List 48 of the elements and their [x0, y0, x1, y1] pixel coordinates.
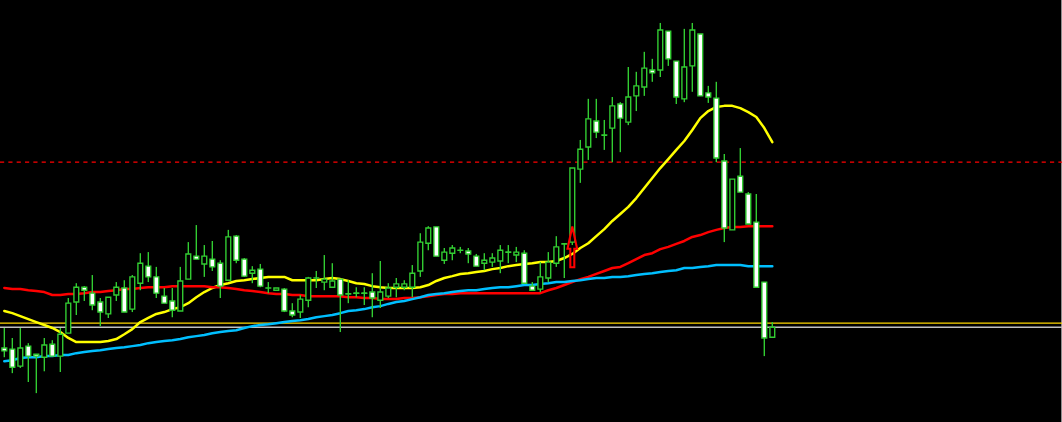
candlestick [137, 252, 144, 291]
candlestick [561, 243, 568, 279]
candlestick [609, 96, 616, 163]
candlestick [641, 51, 648, 97]
candlestick [153, 266, 160, 299]
candlestick [201, 244, 208, 278]
candlestick [305, 276, 312, 308]
candlestick [113, 281, 120, 302]
candlestick [593, 98, 600, 139]
candlestick [737, 147, 744, 193]
candlestick [345, 279, 352, 304]
candlestick [649, 58, 656, 83]
candlestick [505, 244, 512, 264]
candlestick [89, 274, 96, 311]
candlestick [41, 337, 48, 372]
candlestick [217, 259, 224, 299]
candlestick [33, 353, 40, 394]
candlestick [9, 337, 16, 374]
candlestick [17, 327, 24, 369]
candlestick [241, 257, 248, 278]
candlestick [553, 235, 560, 268]
candlestick [97, 297, 104, 327]
candlestick [25, 342, 32, 383]
candlestick [545, 251, 552, 283]
candlestick [105, 296, 112, 319]
candlestick [497, 244, 504, 274]
candlestick [577, 139, 584, 184]
candlestick [297, 294, 304, 319]
candlestick [633, 71, 640, 112]
candlestick [209, 240, 216, 272]
candlestick [281, 287, 288, 313]
candlestick [537, 261, 544, 293]
candlestick [145, 251, 152, 283]
candlestick [369, 272, 376, 318]
candlestick [57, 327, 64, 373]
candlestick [617, 101, 624, 153]
candlestick [329, 262, 336, 289]
candlestick [73, 282, 80, 316]
candlestick [425, 225, 432, 251]
candlestick [409, 264, 416, 298]
candlestick [193, 224, 200, 260]
candlestick [377, 260, 384, 309]
candlestick [1, 327, 8, 358]
candlestick [601, 119, 608, 151]
candlestick [337, 278, 344, 333]
candlestick [321, 254, 328, 291]
candlestick [393, 277, 400, 298]
candlestick [169, 287, 176, 318]
